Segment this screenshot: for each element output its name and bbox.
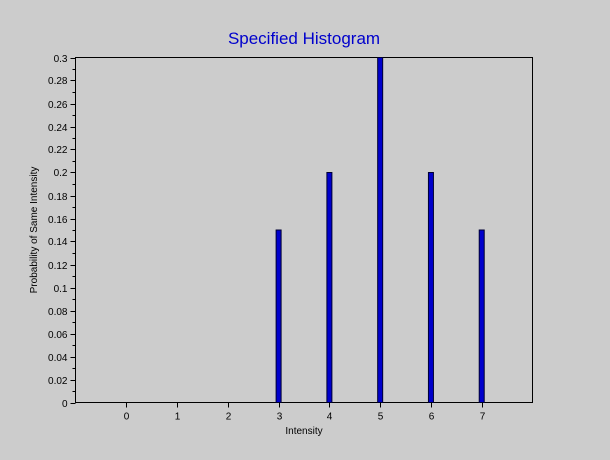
x-tick-label-5: 5: [378, 412, 384, 423]
x-tick-label-2: 2: [226, 412, 232, 423]
y-tick-label-0.06: 0.06: [48, 330, 68, 341]
chart-title: Specified Histogram: [228, 29, 380, 48]
y-tick-label-0.22: 0.22: [48, 145, 68, 156]
y-tick-label-0.26: 0.26: [48, 100, 68, 111]
x-tick-label-3: 3: [277, 412, 283, 423]
x-tick-label-0: 0: [124, 412, 130, 423]
bars-layer: [275, 57, 485, 403]
x-axis: 0 1 2 3 4 5 6 7: [124, 402, 486, 423]
y-tick-label-0.02: 0.02: [48, 376, 68, 387]
bar-4: [326, 172, 333, 403]
y-tick-label-0.14: 0.14: [48, 237, 68, 248]
bar-3: [275, 229, 282, 403]
bar-5: [377, 57, 384, 403]
x-tick-label-6: 6: [429, 412, 435, 423]
bar-6: [427, 172, 434, 403]
y-tick-label-0.28: 0.28: [48, 76, 68, 87]
y-axis-title: Probability of Same Intensity: [29, 167, 40, 294]
y-tick-label-0.18: 0.18: [48, 192, 68, 203]
y-axis: 0 0.02 0.04 0.06 0.08 0.1 0.12 0.14 0.16 0.18 0.2 0…: [48, 54, 76, 410]
plot-frame: [75, 57, 533, 403]
x-tick-label-4: 4: [327, 412, 333, 423]
y-tick-label-0.1: 0.1: [54, 284, 68, 295]
y-tick-label-0.04: 0.04: [48, 353, 68, 364]
y-tick-label-0: 0: [62, 399, 68, 410]
y-tick-label-0.3: 0.3: [54, 54, 68, 65]
x-tick-label-7: 7: [480, 412, 486, 423]
y-tick-label-0.08: 0.08: [48, 307, 68, 318]
y-tick-label-0.2: 0.2: [54, 168, 68, 179]
x-tick-label-1: 1: [175, 412, 181, 423]
x-axis-title: Intensity: [285, 426, 322, 437]
bar-7: [478, 229, 485, 403]
y-tick-label-0.16: 0.16: [48, 215, 68, 226]
y-tick-label-0.24: 0.24: [48, 123, 68, 134]
y-tick-label-0.12: 0.12: [48, 261, 68, 272]
